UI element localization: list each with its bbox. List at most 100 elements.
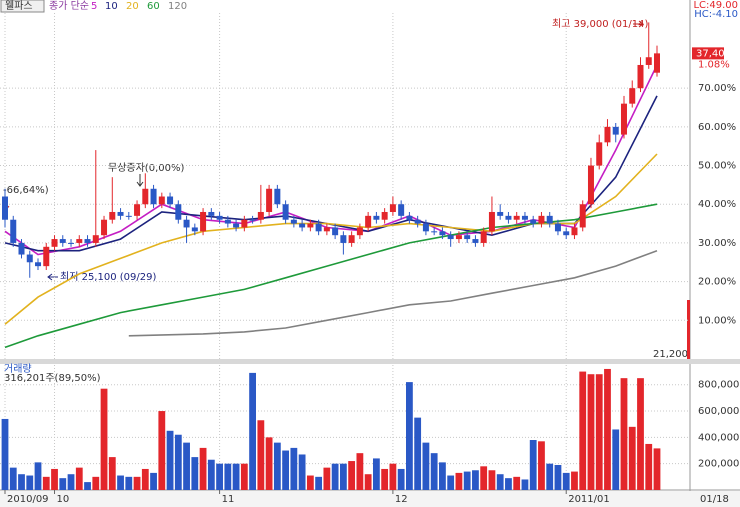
volume-bar: [546, 463, 554, 490]
candle-body: [373, 215, 380, 220]
candle-body: [150, 188, 157, 205]
y-tick-label: 60.00%: [698, 122, 736, 133]
candle-body: [596, 142, 603, 166]
y-tick-label: 400,000: [698, 432, 739, 443]
lc-label: LC:49.00: [693, 0, 738, 11]
volume-bar: [612, 429, 620, 490]
candle-body: [604, 126, 611, 143]
volume-bar: [306, 475, 314, 490]
y-tick-label: 800,000: [698, 380, 739, 391]
volume-bar: [406, 382, 413, 490]
legend-entry: 20: [126, 1, 139, 12]
y-tick-label: 20.00%: [698, 277, 736, 288]
candle-body: [233, 223, 240, 228]
volume-bar: [92, 476, 100, 490]
y-tick-label: 50.00%: [698, 161, 736, 172]
volume-subtitle: 316,201주(89,50%): [4, 373, 101, 384]
volume-bar: [108, 457, 116, 490]
left-note: -66,64%): [3, 185, 49, 196]
candle-body: [134, 204, 141, 216]
candle-body: [579, 204, 586, 228]
volume-bar: [59, 478, 67, 490]
candle-body: [51, 239, 58, 247]
candle-body: [521, 215, 528, 220]
volume-bar: [529, 440, 537, 490]
candle-body: [84, 239, 91, 243]
volume-bar: [389, 463, 397, 490]
volume-bar: [480, 466, 488, 490]
candle-body: [455, 235, 462, 240]
volume-bar: [232, 463, 240, 490]
candle-body: [365, 215, 372, 228]
high-arrow: [633, 20, 644, 28]
volume-bar: [339, 463, 347, 490]
volume-bar: [513, 476, 521, 490]
candle-body: [257, 211, 264, 220]
volume-bar: [125, 476, 133, 490]
volume-bar: [191, 457, 199, 490]
volume-bar: [174, 434, 182, 490]
y-tick-label: 30.00%: [698, 238, 736, 249]
volume-title: 거래량: [4, 363, 32, 375]
candle-body: [332, 227, 339, 236]
volume-bar: [439, 462, 446, 490]
candle-body: [43, 246, 50, 267]
volume-bar: [249, 372, 256, 490]
candle-body: [274, 188, 281, 205]
low-arrow: [47, 273, 58, 281]
candle-body: [472, 239, 479, 243]
volume-bar: [216, 463, 223, 490]
volume-bar: [620, 378, 628, 490]
candle-body: [645, 57, 652, 65]
volume-bar: [628, 426, 636, 490]
candle-body: [68, 242, 75, 244]
candle-body: [208, 211, 215, 216]
volume-bar: [372, 458, 380, 490]
volume-bar: [331, 463, 339, 490]
volume-bar: [381, 468, 389, 490]
volume-bar: [158, 411, 166, 490]
volume-bar: [166, 430, 174, 490]
candle-body: [299, 223, 306, 228]
candle-body: [18, 242, 25, 255]
stock-name[interactable]: 웰파스: [5, 0, 33, 12]
price-bar-indicator: [687, 300, 690, 359]
candle-body: [587, 165, 594, 205]
volume-bar: [637, 378, 644, 490]
volume-bar: [521, 479, 529, 490]
candle-body: [637, 64, 644, 89]
candle-body: [183, 219, 190, 228]
x-tick-label: 2011/01: [568, 494, 610, 505]
ma-label: 종가 단순: [49, 0, 89, 12]
volume-bar: [447, 475, 455, 490]
candle-body: [191, 227, 198, 232]
candle-body: [224, 219, 231, 224]
candle-body: [505, 215, 512, 220]
candle-body: [307, 223, 314, 228]
candle-body: [167, 196, 174, 205]
candle-body: [35, 262, 42, 267]
low-note: 최저 25,100 (09/29): [60, 271, 156, 283]
volume-bar: [224, 463, 232, 490]
candle-body: [422, 223, 429, 232]
candle-body: [406, 215, 413, 220]
stock-box[interactable]: [0, 0, 45, 13]
volume-bar: [1, 418, 9, 490]
candle-body: [398, 204, 405, 216]
volume-bar: [42, 476, 50, 490]
high-note: 최고 39,000 (01/14): [552, 18, 648, 30]
volume-bar: [207, 459, 215, 490]
volume-bar: [538, 441, 545, 490]
y-tick-label: 200,000: [698, 459, 739, 470]
volume-bar: [9, 467, 17, 490]
candle-body: [381, 211, 388, 220]
volume-bar: [84, 482, 91, 490]
volume-bar: [571, 471, 578, 490]
volume-bar: [356, 453, 364, 490]
candle-body: [348, 235, 355, 243]
volume-bar: [323, 467, 331, 490]
volume-bar: [488, 470, 496, 490]
x-tick-label: 11: [222, 494, 235, 505]
volume-bar: [67, 474, 75, 490]
candle-body: [389, 204, 396, 212]
